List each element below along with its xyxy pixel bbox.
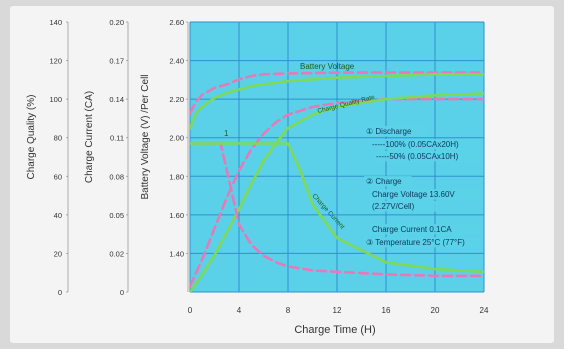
charge_quality-tick-label: 140: [49, 18, 62, 27]
battery_voltage-tick-label: 2.60: [169, 18, 184, 27]
x-axis: 0 4 8 12 16 20 24: [188, 306, 489, 315]
x-tick-label: 12: [333, 306, 342, 315]
charge_current-tick-label: 0.17: [109, 57, 124, 66]
marker-label: 1: [224, 129, 229, 138]
legend-bg: [364, 237, 480, 248]
x-axis-label: Charge Time (H): [294, 324, 375, 336]
charge_current-tick-label: 0.11: [110, 134, 124, 143]
legend-entry: (2.27V/Cell): [372, 202, 415, 211]
battery_voltage-tick-label: 1.80: [169, 172, 184, 181]
legend-entry: -----50% (0.05CAx10H): [376, 152, 459, 161]
legend-entry: -----100% (0.05CAx20H): [372, 140, 459, 149]
charge-quality-rate-dashed-line: [190, 97, 484, 288]
legend-bg: [370, 224, 480, 235]
charge_quality-tick-label: 20: [54, 249, 62, 258]
legend-entry: Charge Voltage 13.60V: [372, 190, 455, 199]
legend-entry: ② Charge: [366, 177, 402, 186]
legend-bg: [374, 151, 480, 162]
charge_current-tick-label: 0.08: [109, 172, 124, 181]
battery-voltage-solid-line: [190, 73, 484, 130]
legend: ① Discharge -----100% (0.05CAx20H) -----50…: [364, 126, 480, 248]
battery-voltage-label: Battery Voltage: [300, 62, 355, 71]
y-axes: 140 120 100 80 60 40 20 0 Charge Quality (%) 0.20…: [26, 18, 189, 297]
charge_quality-tick-label: 0: [58, 288, 62, 297]
battery-voltage-dashed-line: [190, 71, 484, 115]
battery_voltage-tick-label: 2.40: [169, 57, 184, 66]
legend-entry: Charge Current 0.1CA: [372, 225, 452, 234]
battery_voltage-tick-label: 1.60: [169, 211, 184, 220]
charge_quality-axis-title: Charge Quality (%): [26, 94, 37, 179]
charge_current-tick-label: 0.05: [109, 211, 124, 220]
x-tick-label: 20: [431, 306, 440, 315]
charge_quality-tick-label: 40: [54, 211, 62, 220]
charge_quality-tick-label: 100: [49, 95, 62, 104]
legend-entry: ① Discharge: [366, 127, 412, 136]
x-tick-label: 24: [480, 306, 489, 315]
charge_current-tick-label: 0: [120, 288, 124, 297]
legend-bg: [370, 201, 439, 212]
x-tick-label: 8: [286, 306, 291, 315]
battery_voltage-tick-label: 1.40: [169, 249, 184, 258]
legend-entry: ③ Temperature 25°C (77°F): [366, 238, 465, 247]
charge-current-solid-line: [190, 142, 484, 274]
charge_quality-tick-label: 60: [54, 172, 62, 181]
charge_current-axis-title: Charge Current (CA): [84, 91, 95, 183]
battery_voltage-axis-title: Battery Voltage (V) /Per Cell: [140, 74, 151, 199]
x-tick-label: 4: [237, 306, 242, 315]
charge_quality-tick-label: 80: [54, 134, 62, 143]
x-tick-label: 0: [188, 306, 193, 315]
curves: [190, 71, 484, 292]
charge-quality-rate-solid-line: [190, 92, 484, 292]
battery_voltage-tick-label: 2.00: [169, 134, 184, 143]
legend-bg: [370, 139, 480, 150]
charge_current-tick-label: 0.14: [109, 95, 124, 104]
grid: [189, 21, 485, 293]
legend-bg: [364, 176, 412, 187]
charge_current-tick-label: 0.20: [109, 18, 124, 27]
legend-bg: [370, 189, 480, 200]
legend-bg: [364, 126, 428, 137]
x-tick-label: 16: [382, 306, 391, 315]
battery_voltage-tick-label: 2.20: [169, 95, 184, 104]
charge_quality-tick-label: 120: [49, 57, 62, 66]
charge_current-tick-label: 0.02: [109, 249, 124, 258]
